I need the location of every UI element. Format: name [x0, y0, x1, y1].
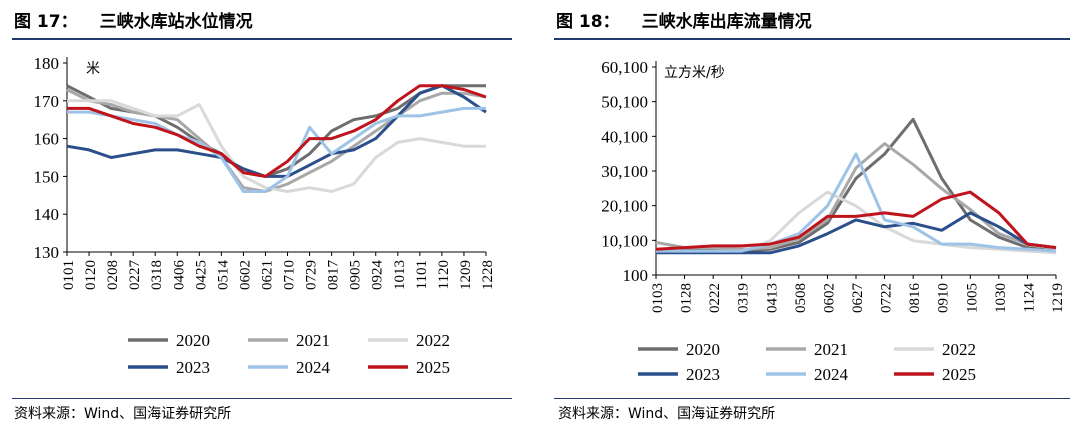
chart18-legend-label-2020: 2020: [686, 340, 720, 359]
chart18-x-tick-label: 1030: [993, 283, 1009, 313]
chart17-x-tick-label: 0425: [193, 260, 209, 290]
chart17-y-tick-label: 170: [34, 92, 60, 111]
chart18-x-tick-label: 0319: [736, 283, 752, 313]
chart17-x-tick-label: 1209: [458, 260, 474, 290]
chart18-x-tick-label: 0816: [907, 283, 923, 314]
chart18-y-tick-label: 50,100: [601, 93, 648, 112]
figure18-top-rule: [554, 38, 1070, 40]
water-level-chart: 130 140 150 160 170 180 米 0101 0120 0208 0227 0318 0…: [34, 54, 497, 377]
chart18-legend-label-2021: 2021: [814, 340, 848, 359]
chart18-x-tick-label: 0910: [936, 283, 952, 313]
chart17-x-tick-label: 0406: [171, 260, 187, 291]
chart17-y-tick-label: 150: [34, 167, 60, 186]
chart18-y-tick-label: 20,100: [601, 197, 648, 216]
chart17-x-tick-label: 0208: [105, 260, 121, 290]
chart18-y-tick-label: 30,100: [601, 162, 648, 181]
chart17-x-tick-label: 0621: [259, 260, 275, 290]
chart17-series-2025: [67, 84, 487, 178]
figure17-top-rule: [12, 38, 512, 40]
chart17-x-tick-label: 0729: [304, 260, 320, 290]
chart18-x-tick-label: 0508: [793, 283, 809, 313]
chart18-series-2022: [655, 190, 1057, 255]
chart17-series-2022: [67, 99, 486, 193]
chart17-series-2024: [67, 106, 486, 193]
chart17-y-tick-label: 160: [34, 130, 60, 149]
chart17-x-tick-label: 0817: [326, 260, 342, 291]
chart17-x-tick-label: 0602: [237, 260, 253, 290]
figure17-bottom-rule: [12, 398, 512, 399]
chart18-y-tick-label: 60,100: [601, 58, 648, 77]
chart18-unit-label: 立方米/秒: [664, 65, 725, 81]
chart18-series-2023: [656, 211, 1057, 255]
chart17-x-tick-label: 1101: [414, 260, 430, 289]
chart17-unit-label: 米: [86, 61, 100, 77]
chart18-legend-label-2025: 2025: [942, 365, 976, 384]
chart18-legend-label-2024: 2024: [814, 365, 849, 384]
chart17-series-2023: [66, 84, 487, 178]
chart18-series-2025: [655, 190, 1057, 251]
chart18-series-2024: [656, 152, 1057, 253]
figure18-number: 图 18：: [556, 12, 620, 32]
chart17-x-tick-label: 1228: [480, 260, 496, 290]
chart17-x-tick-label: 0227: [127, 260, 143, 291]
chart18-x-tick-label: 0722: [879, 283, 895, 313]
chart17-y-tick-label: 130: [34, 243, 60, 262]
chart17-x-tick-label: 0120: [83, 260, 99, 290]
figure17-number: 图 17：: [14, 12, 78, 32]
chart17-x-tick-label: 0101: [61, 260, 77, 290]
figure18-source: 资料来源：Wind、国海证券研究所: [558, 406, 776, 422]
chart17-legend-label-2022: 2022: [416, 331, 450, 350]
chart18-x-tick-label: 0222: [707, 283, 723, 313]
chart17-y-tick-label: 180: [34, 54, 60, 73]
chart18-y-tick-label: 100: [623, 266, 649, 285]
chart17-x-tick-label: 1013: [392, 260, 408, 290]
chart17-legend-label-2024: 2024: [296, 358, 331, 377]
chart18-x-tick-label: 0602: [821, 283, 837, 313]
figure17-source: 资料来源：Wind、国海证券研究所: [14, 406, 232, 422]
figure18-title: 三峡水库出库流量情况: [641, 12, 812, 32]
figure18-heading: 图 18： 三峡水库出库流量情况: [556, 6, 812, 38]
chart18-y-tick-label: 10,100: [601, 231, 648, 250]
chart17-x-tick-label: 0905: [348, 260, 364, 290]
chart18-x-tick-label: 0413: [764, 283, 780, 313]
chart18-series-2021: [655, 142, 1057, 251]
chart18-x-tick-label: 0627: [850, 283, 866, 314]
chart17-legend-label-2021: 2021: [296, 331, 330, 350]
chart17-legend-label-2025: 2025: [416, 358, 450, 377]
chart17-x-tick-label: 0514: [215, 260, 231, 291]
chart17-x-tick-label: 1120: [436, 260, 452, 289]
chart18-x-tick-label: 1219: [1050, 283, 1066, 313]
outflow-chart: 100 10,100 20,100 30,100 40,100 50,100 60,100 立…: [601, 58, 1066, 384]
figure18-bottom-rule: [554, 398, 1070, 399]
chart18-x-tick-label: 0128: [679, 283, 695, 313]
chart17-series-2021: [66, 88, 487, 193]
chart17-x-tick-label: 0924: [370, 260, 386, 291]
chart18-x-tick-label: 1124: [1021, 283, 1037, 313]
chart18-x-tick-label: 0103: [650, 283, 666, 313]
chart18-x-tick-label: 1005: [964, 283, 980, 313]
chart18-legend-label-2022: 2022: [942, 340, 976, 359]
chart17-legend-label-2023: 2023: [176, 358, 210, 377]
chart17-x-tick-label: 0710: [282, 260, 298, 290]
chart17-legend-label-2020: 2020: [176, 331, 210, 350]
chart17-x-tick-label: 0318: [149, 260, 165, 290]
chart17-y-tick-label: 140: [34, 205, 60, 224]
chart18-legend-label-2023: 2023: [686, 365, 720, 384]
figure17-title: 三峡水库站水位情况: [99, 12, 253, 32]
figure17-heading: 图 17： 三峡水库站水位情况: [14, 6, 253, 38]
chart18-y-tick-label: 40,100: [601, 127, 648, 146]
